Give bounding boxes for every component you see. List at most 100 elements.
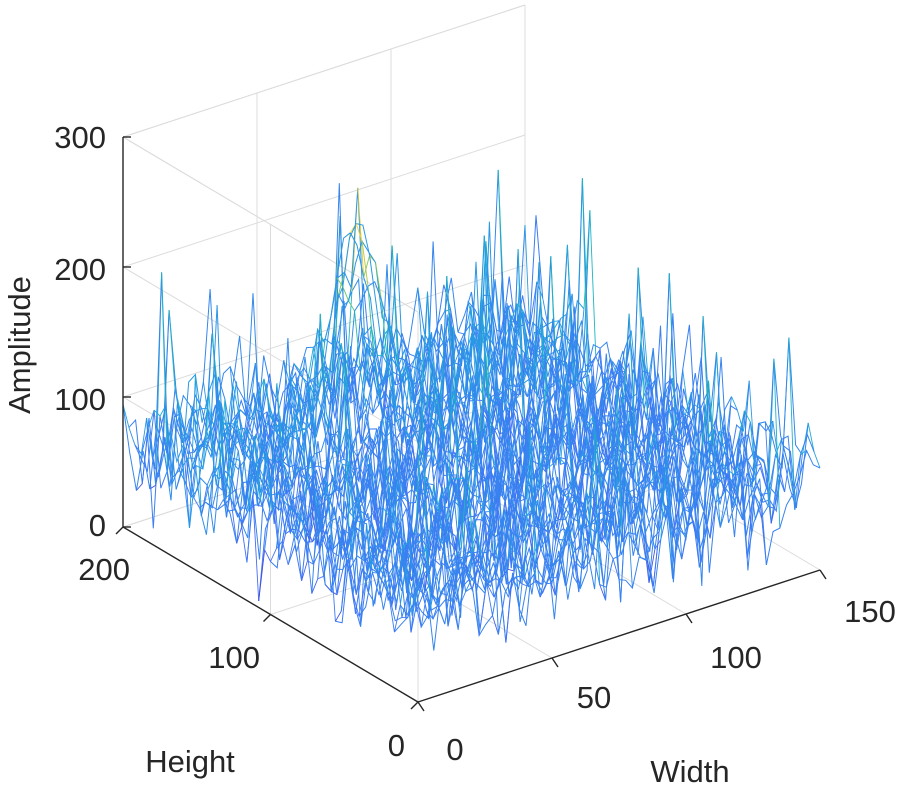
surface-mesh-line <box>503 313 511 323</box>
surface-mesh-line <box>323 370 330 383</box>
surface-mesh-line <box>332 294 339 373</box>
surface-mesh-line <box>265 451 273 512</box>
surface-mesh-line <box>286 476 294 500</box>
surface-mesh-line <box>122 404 130 428</box>
surface-mesh-line <box>478 593 486 636</box>
surface-mesh-line <box>206 470 214 486</box>
surface-mesh-line <box>770 495 778 524</box>
surface-mesh-line <box>348 521 356 559</box>
surface-mesh-line <box>533 524 541 598</box>
surface-mesh-line <box>608 421 616 490</box>
surface-mesh-line <box>324 584 332 592</box>
y-tick-label: 0 <box>388 728 405 763</box>
surface-mesh-line <box>626 493 633 589</box>
surface-mesh-line <box>270 548 277 562</box>
surface-mesh-line <box>633 445 640 448</box>
surface-mesh-line <box>401 497 408 499</box>
surface-mesh-line <box>326 482 334 553</box>
surface-mesh-line <box>458 401 465 404</box>
surface-mesh-line <box>532 541 540 559</box>
surface-mesh-line <box>492 615 499 635</box>
surface-mesh-line <box>275 458 282 461</box>
surface-mesh-line <box>639 524 647 560</box>
surface-mesh-line <box>364 326 372 383</box>
surface-mesh-line <box>491 453 499 474</box>
surface-mesh-line <box>464 402 471 423</box>
surface-mesh-line <box>189 374 196 528</box>
surface-mesh-line <box>362 434 370 443</box>
surface-mesh-line <box>230 498 238 544</box>
surface-mesh-line <box>271 493 279 512</box>
surface-mesh-line <box>746 496 754 559</box>
surface-mesh-line <box>196 450 204 470</box>
surface-mesh-line <box>294 466 301 477</box>
surface-mesh-line <box>202 392 210 470</box>
surface-mesh-line <box>486 582 493 616</box>
surface-mesh-line <box>246 495 254 563</box>
surface-mesh-line <box>708 380 715 452</box>
surface-mesh-line <box>396 448 404 497</box>
surface-mesh-line <box>657 432 664 436</box>
surface-mesh-line <box>340 559 348 612</box>
surface-mesh-line <box>323 534 330 577</box>
surface-mesh-line <box>721 462 729 471</box>
surface-mesh-line <box>161 272 168 471</box>
surface-mesh-line <box>281 541 289 565</box>
surface-mesh-line <box>453 568 461 606</box>
surface-mesh-line <box>457 477 464 480</box>
surface-mesh-line <box>334 343 342 399</box>
surface-mesh-line <box>484 302 492 344</box>
surface-mesh-line <box>329 500 337 519</box>
surface-mesh-line <box>507 534 514 561</box>
surface-mesh-line <box>336 569 344 596</box>
surface-mesh-line <box>624 477 632 497</box>
surface-mesh-line <box>253 435 261 501</box>
surface-mesh-line <box>415 396 423 535</box>
surface-mesh-line <box>336 277 344 287</box>
surface-mesh-line <box>536 415 544 456</box>
surface-mesh-line <box>727 469 734 475</box>
surface-mesh-line <box>300 466 307 526</box>
surface-mesh-line <box>152 459 159 478</box>
surface-mesh-line <box>461 374 469 441</box>
surface-mesh-line <box>603 415 611 454</box>
surface-mesh-line <box>449 556 456 580</box>
surface-mesh-line <box>276 541 283 549</box>
surface-mesh-line <box>134 444 142 459</box>
surface-mesh-line <box>235 418 242 439</box>
surface-mesh-line <box>455 546 462 557</box>
surface-mesh-line <box>414 377 421 403</box>
surface-mesh-line <box>543 443 551 472</box>
surface-mesh-line <box>263 378 271 408</box>
surface-mesh-line <box>293 512 301 538</box>
surface-mesh-line <box>474 519 482 554</box>
surface-mesh-line <box>437 535 445 546</box>
surface-mesh-line <box>518 554 526 609</box>
surface-mesh-line <box>487 586 495 598</box>
surface-mesh-line <box>367 538 375 593</box>
surface-mesh-line <box>485 355 493 455</box>
surface-mesh-line <box>407 439 415 470</box>
surface-mesh-line <box>218 399 226 480</box>
surface-mesh-line <box>556 376 564 389</box>
surface-mesh-line <box>237 450 245 505</box>
surface-mesh-line <box>367 286 375 359</box>
surface-mesh-line <box>349 567 357 595</box>
z-axis-label: Amplitude <box>2 276 37 414</box>
surface-mesh-line <box>333 506 341 542</box>
surface-mesh-line <box>512 534 520 609</box>
surface-mesh-line <box>338 473 346 508</box>
surface-mesh-line <box>427 484 434 572</box>
axes <box>115 136 827 712</box>
surface-mesh-line <box>153 409 161 417</box>
surface-mesh-line <box>599 584 607 601</box>
surface-mesh-line <box>473 431 481 445</box>
surface-mesh-line <box>642 371 649 419</box>
surface-mesh-line <box>366 523 373 573</box>
surface-mesh-line <box>305 536 313 594</box>
surface-mesh-line <box>212 470 220 480</box>
surface-mesh-line <box>194 374 202 516</box>
surface-mesh-line <box>733 462 741 475</box>
surface-mesh-line <box>317 575 324 580</box>
